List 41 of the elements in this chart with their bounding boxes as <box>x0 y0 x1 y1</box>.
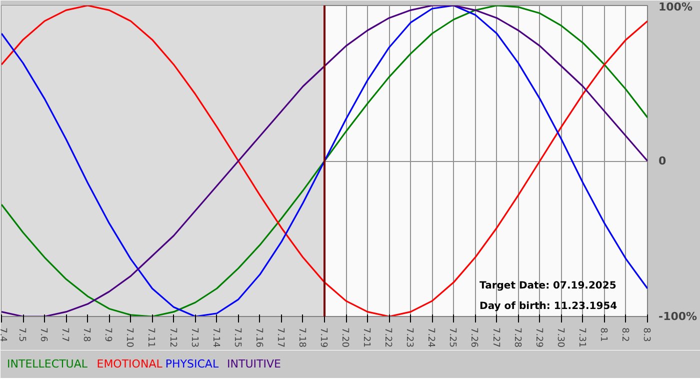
annotation: Day of birth: 11.23.1954 <box>480 300 618 312</box>
x-tick-label: 7.16 <box>253 328 264 348</box>
x-tick-label: 7.18 <box>296 328 306 348</box>
x-tick-label: 7.10 <box>124 328 134 348</box>
x-tick-label: 8.1 <box>598 328 608 342</box>
y-tick-label: -100% <box>658 310 698 323</box>
x-tick-label: 7.19 <box>318 328 328 348</box>
x-tick-label: 8.3 <box>641 328 651 342</box>
x-tick-label: 7.21 <box>361 328 372 348</box>
y-tick-label: 100% <box>658 0 692 14</box>
y-tick-label: 0 <box>658 154 666 168</box>
text: EMOTIONAL <box>96 358 164 370</box>
x-tick-label: 7.9 <box>102 328 113 342</box>
x-tick-label: 7.30 <box>554 328 565 348</box>
x-tick-label: 7.31 <box>576 328 586 348</box>
x-tick-label: 7.4 <box>0 328 8 342</box>
x-tick-label: 7.22 <box>382 328 393 348</box>
x-tick-label: 7.17 <box>274 328 285 348</box>
x-tick-label: 7.23 <box>404 328 414 348</box>
x-tick-label: 8.2 <box>619 328 630 342</box>
x-tick-label: 7.7 <box>60 328 70 342</box>
x-tick-label: 7.5 <box>16 328 27 342</box>
text: INTELLECTUAL <box>7 358 88 370</box>
line-series <box>2 6 648 316</box>
x-tick-label: 7.20 <box>340 328 350 348</box>
x-tick-label: 7.24 <box>426 328 436 348</box>
x-tick-label: 7.29 <box>533 328 544 348</box>
x-tick-label: 7.12 <box>167 328 178 348</box>
x-tick-label: 7.27 <box>490 328 500 348</box>
x-tick-label: 7.28 <box>512 328 522 348</box>
x-tick-label: 7.26 <box>468 328 479 348</box>
x-tick-label: 7.8 <box>81 328 92 342</box>
text: PHYSICAL <box>165 358 220 370</box>
annotation: Target Date: 07.19.2025 <box>480 280 616 292</box>
x-tick-label: 7.14 <box>210 328 220 348</box>
x-tick-label: 7.25 <box>447 328 458 348</box>
text: INTUITIVE <box>227 358 282 370</box>
x-tick-label: 7.11 <box>146 328 156 348</box>
x-tick-label: 7.13 <box>188 328 199 348</box>
x-tick-label: 7.6 <box>38 328 48 342</box>
x-tick-label: 7.15 <box>232 328 242 348</box>
